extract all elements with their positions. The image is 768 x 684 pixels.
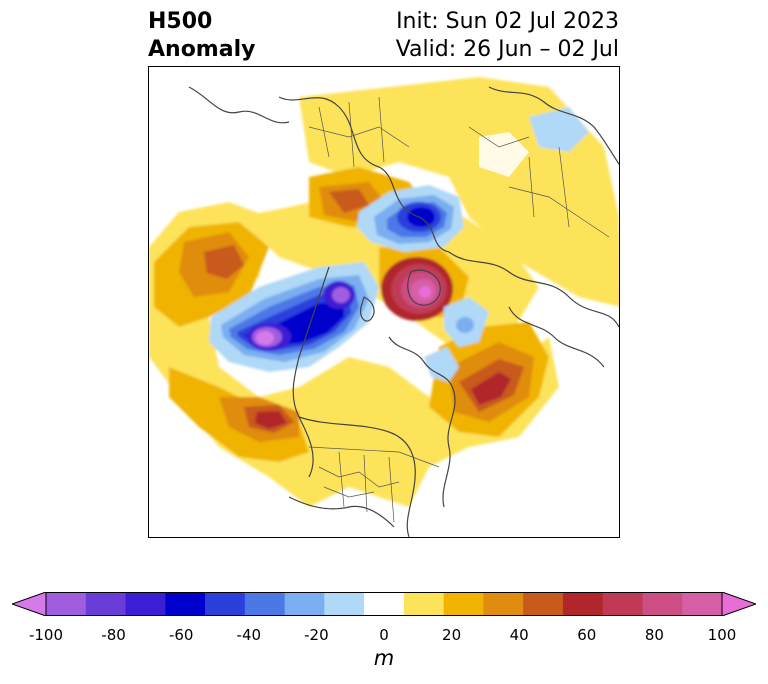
coastline [288, 496, 395, 528]
coastline [278, 96, 450, 253]
colorbar-segment [85, 592, 127, 616]
border-line [363, 454, 368, 513]
negative-anomaly-region [529, 107, 589, 152]
colorbar-segment [165, 592, 206, 616]
negative-anomaly-core [332, 287, 350, 303]
negative-anomaly-region [424, 347, 459, 382]
border-line [508, 186, 610, 238]
coastline [488, 86, 619, 166]
colorbar-segment [602, 592, 643, 616]
colorbar-segment [483, 592, 524, 616]
colorbar-segment [562, 592, 604, 616]
border-line [323, 486, 375, 498]
colorbar-segment [364, 592, 405, 616]
colorbar-segment [324, 592, 365, 616]
colorbar-segment [682, 592, 723, 616]
colorbar-unit-label: m [373, 646, 395, 670]
colorbar-tick-label: -40 [236, 626, 262, 644]
neutral-region [479, 132, 529, 177]
colorbar-tick-label: 0 [379, 626, 389, 644]
border-line [318, 96, 385, 168]
coastline [298, 416, 416, 537]
colorbar-tick-label: -80 [101, 626, 126, 644]
map-panel [148, 66, 620, 538]
run-info: Init: Sun 02 Jul 2023 Valid: 26 Jun – 02… [396, 8, 619, 64]
coastline [508, 306, 605, 368]
border-line [468, 126, 530, 148]
border-line [338, 451, 345, 508]
colorbar-tick-label: 100 [707, 626, 737, 644]
colorbar-ticks: -100 -80 -60 -40 -20 0 20 40 60 80 100 [0, 626, 768, 646]
colorbar-tick-label: 60 [577, 626, 597, 644]
positive-anomaly-core [255, 411, 287, 429]
colorbar-extend-max [721, 592, 756, 616]
colorbar-tick-label: 40 [509, 626, 529, 644]
init-time: Init: Sun 02 Jul 2023 [396, 9, 619, 34]
colorbar-tick-label: 20 [442, 626, 462, 644]
colorbar-tick-label: 80 [644, 626, 664, 644]
colorbar-segment [125, 592, 166, 616]
border-line [308, 126, 410, 148]
political-borders [308, 96, 610, 523]
greenland-outline [407, 269, 441, 306]
colorbar-outline [45, 592, 723, 616]
map-title-line2: Anomaly [148, 37, 256, 62]
anomaly-contours [149, 77, 619, 507]
colorbar-tick-label: -60 [168, 626, 194, 644]
border-line [388, 456, 395, 523]
positive-anomaly-region [329, 189, 369, 213]
anomaly-map [149, 77, 619, 537]
valid-range: Valid: 26 Jun – 02 Jul [395, 37, 619, 62]
coastline [188, 86, 290, 124]
colorbar-segment [523, 592, 564, 616]
positive-anomaly-region [204, 245, 244, 279]
colorbar-segment [205, 592, 246, 616]
colorbar [12, 592, 756, 616]
colorbar-tick-label: -100 [28, 626, 64, 644]
negative-anomaly-region [456, 317, 474, 333]
colorbar-segment [443, 592, 484, 616]
positive-anomaly-core [419, 286, 431, 298]
border-line [308, 446, 440, 468]
negative-anomaly-core [256, 331, 274, 345]
colorbar-segment [403, 592, 445, 616]
coastline [388, 336, 456, 508]
colorbar-segment [642, 592, 683, 616]
colorbar-segment [46, 592, 87, 616]
colorbar-tick-label: -20 [304, 626, 329, 644]
island-outline [360, 296, 375, 322]
negative-anomaly-core [407, 207, 435, 227]
coastline [448, 251, 619, 328]
map-title: H500 Anomaly [148, 8, 255, 64]
border-line [318, 466, 400, 488]
map-title-line1: H500 [148, 9, 213, 34]
colorbar-extend-min [12, 592, 47, 616]
colorbar-segment [244, 592, 286, 616]
colorbar-segment [284, 592, 325, 616]
positive-anomaly-core [471, 372, 511, 405]
border-line [528, 146, 570, 228]
